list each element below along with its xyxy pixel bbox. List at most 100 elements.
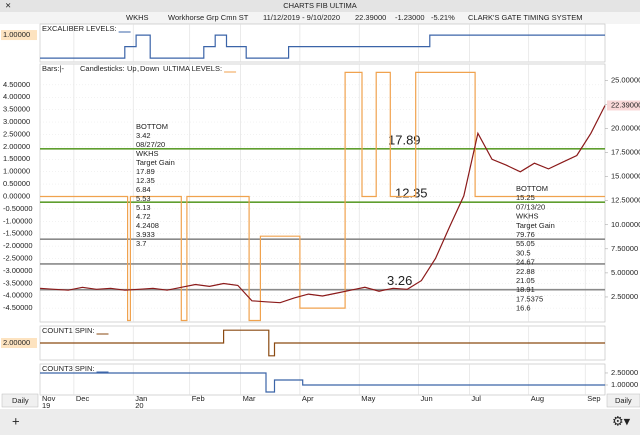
y-tick-label: -1.50000 xyxy=(3,229,33,238)
legend-label: , xyxy=(137,64,139,73)
annotation: 79.76 xyxy=(516,230,535,239)
y2-tick-label: 25.00000 xyxy=(611,75,640,84)
annotation: 24.67 xyxy=(516,258,535,267)
annotation: 3.42 xyxy=(136,131,151,140)
y-tick-label: 4.50000 xyxy=(3,80,30,89)
series-line xyxy=(40,34,605,59)
last-price: 22.39000 xyxy=(355,13,386,22)
change-pct: -5.21% xyxy=(431,13,455,22)
y2-tick-label: 2.50000 xyxy=(611,292,638,301)
legend-label: Candlesticks: xyxy=(80,64,125,73)
close-icon[interactable]: ✕ xyxy=(5,1,11,10)
legend-label: COUNT3 SPIN: xyxy=(42,364,95,373)
y-tick-label: -0.50000 xyxy=(3,204,33,213)
annotation: 30.5 xyxy=(516,248,531,257)
panel-frame xyxy=(39,363,606,396)
y-tick-label: 0.50000 xyxy=(3,179,30,188)
x-tick-label: Sep xyxy=(587,394,600,403)
year-label: 20 xyxy=(135,401,143,410)
y2-tick-label: 17.50000 xyxy=(611,148,640,157)
x-tick-label: Apr xyxy=(302,394,314,403)
period-label: Daily xyxy=(615,396,632,405)
level-label: 17.89 xyxy=(388,132,421,147)
annotation: 3.7 xyxy=(136,239,146,248)
annotation: 17.89 xyxy=(136,167,155,176)
tick-highlight xyxy=(1,30,37,41)
y-tick-label: 1.00000 xyxy=(3,30,30,39)
y-tick-label: -4.50000 xyxy=(3,303,33,312)
y-tick-label: 0.00000 xyxy=(3,191,30,200)
annotation: 3.933 xyxy=(136,230,155,239)
y2-tick-label: 20.00000 xyxy=(611,123,640,132)
annotation: 22.88 xyxy=(516,267,535,276)
system-name: CLARK'S GATE TIMING SYSTEM xyxy=(468,13,583,22)
annotation: BOTTOM xyxy=(136,122,168,131)
company-name: Workhorse Grp Cmn ST xyxy=(168,13,249,22)
legend-label: ULTIMA LEVELS: xyxy=(163,64,222,73)
x-tick-label: May xyxy=(361,394,375,403)
y2-tick-label: 2.50000 xyxy=(611,368,638,377)
y2-tick-label: 10.00000 xyxy=(611,220,640,229)
window-title: CHARTS FIB ULTIMA xyxy=(283,1,356,10)
y-tick-label: 3.00000 xyxy=(3,117,30,126)
period-box xyxy=(606,393,640,408)
annotation: 5.53 xyxy=(136,194,151,203)
annotation: 55.05 xyxy=(516,239,535,248)
legend-label: Up xyxy=(127,64,137,73)
y2-tick-label: 7.50000 xyxy=(611,244,638,253)
x-tick-label: Feb xyxy=(192,394,205,403)
annotation: WKHS xyxy=(516,212,539,221)
y-tick-label: -2.50000 xyxy=(3,253,33,262)
annotation: 08/27/20 xyxy=(136,140,165,149)
legend-label: EXCALIBER LEVELS: xyxy=(42,24,117,33)
annotation: Target Gain xyxy=(136,158,175,167)
settings-button[interactable]: ⚙▾ xyxy=(612,413,631,428)
x-tick-label: Aug xyxy=(531,394,544,403)
annotation: 4.72 xyxy=(136,212,151,221)
level-label: 12.35 xyxy=(395,186,428,201)
series-line xyxy=(40,329,605,357)
annotation: 15.25 xyxy=(516,193,535,202)
legend-label: Bars:|- xyxy=(42,64,64,73)
y-tick-label: 3.50000 xyxy=(3,105,30,114)
y-tick-label: 2.00000 xyxy=(3,338,30,347)
x-tick-label: Jan xyxy=(135,394,147,403)
last-price-label: 22.39000 xyxy=(611,100,640,109)
y2-tick-label: 12.50000 xyxy=(611,196,640,205)
title-bar xyxy=(0,0,640,12)
y-tick-label: 2.50000 xyxy=(3,129,30,138)
period-box xyxy=(1,393,39,408)
tick-highlight xyxy=(1,338,37,348)
series-line xyxy=(39,105,606,304)
last-price-box xyxy=(607,100,640,111)
y-tick-label: -3.50000 xyxy=(3,278,33,287)
y2-tick-label: 5.00000 xyxy=(611,268,638,277)
annotation: 12.35 xyxy=(136,176,155,185)
period-label: Daily xyxy=(12,396,29,405)
y2-tick-label: 15.00000 xyxy=(611,172,640,181)
y-tick-label: -4.00000 xyxy=(3,291,33,300)
level-label: 3.26 xyxy=(387,273,412,288)
header-bar xyxy=(0,12,640,24)
date-range: 11/12/2019 - 9/10/2020 xyxy=(263,13,340,22)
change: -1.23000 xyxy=(395,13,425,22)
y-tick-label: 2.00000 xyxy=(3,142,30,151)
add-button[interactable]: + xyxy=(12,413,20,428)
annotation: 16.6 xyxy=(516,304,531,313)
legend-label: Down xyxy=(140,64,159,73)
toolbar xyxy=(0,409,640,435)
y2-tick-label: 1.00000 xyxy=(611,380,638,389)
y-tick-label: -2.00000 xyxy=(3,241,33,250)
symbol: WKHS xyxy=(126,13,149,22)
annotation: 4.2408 xyxy=(136,221,159,230)
x-tick-label: Nov xyxy=(42,394,56,403)
annotation: WKHS xyxy=(136,149,159,158)
y-tick-label: -3.00000 xyxy=(3,266,33,275)
annotation: 18.91 xyxy=(516,285,535,294)
x-tick-label: Mar xyxy=(243,394,256,403)
y-tick-label: 4.00000 xyxy=(3,92,30,101)
annotation: BOTTOM xyxy=(516,184,548,193)
annotation: 5.13 xyxy=(136,203,151,212)
annotation: 17.5375 xyxy=(516,294,543,303)
